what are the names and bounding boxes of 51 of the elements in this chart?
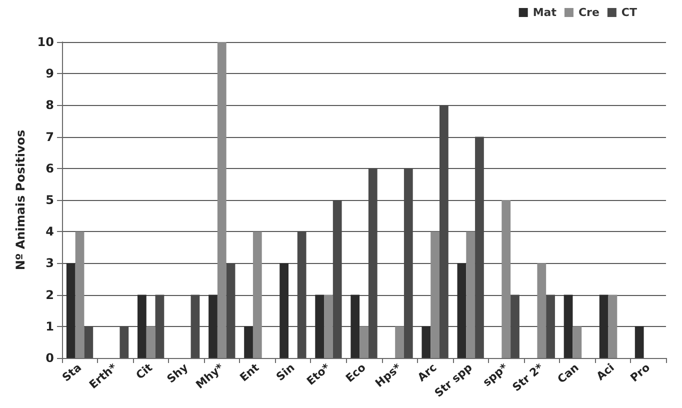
x-tick-label: Cit [134, 361, 156, 382]
bar [350, 294, 360, 358]
legend-label: Mat [532, 6, 556, 19]
bar [608, 294, 618, 358]
bar [244, 326, 253, 358]
x-tick-label: Shy [164, 361, 191, 386]
y-tick-label: 9 [46, 66, 54, 81]
y-tick-label: 1 [46, 319, 54, 334]
x-tick-label: Aci [594, 361, 617, 384]
y-axis-title: Nº Animais Positivos [13, 130, 28, 270]
bar [430, 232, 440, 358]
x-tick-label: Eco [343, 360, 369, 385]
bar [146, 326, 156, 358]
y-tick-label: 2 [46, 288, 54, 302]
bar [457, 263, 466, 358]
bar [537, 263, 546, 358]
legend-label: Cre [578, 6, 600, 19]
bar [502, 200, 511, 358]
bar [66, 263, 76, 358]
bar [280, 263, 288, 358]
x-tick-label: Sta [60, 361, 84, 384]
bar [138, 294, 146, 358]
y-tick-label: 0 [46, 351, 54, 365]
bar [252, 232, 262, 358]
bar [564, 294, 573, 358]
bar [208, 294, 218, 358]
y-tick-label: 5 [46, 193, 54, 207]
bar [466, 232, 476, 358]
bar [360, 326, 368, 358]
y-tick-label: 3 [46, 256, 54, 270]
x-tick-label: Str 2* [510, 360, 546, 394]
legend-label: CT [621, 6, 638, 19]
bar [324, 294, 333, 358]
bar [395, 326, 404, 358]
y-tick-label: 8 [46, 98, 54, 112]
bar [315, 294, 324, 358]
x-tick-label: Sin [274, 361, 298, 384]
x-tick-label: Pro [628, 360, 653, 385]
y-tick-label: 6 [46, 161, 54, 176]
bar [217, 42, 226, 358]
x-tick-label: Can [555, 361, 582, 386]
y-tick-label: 10 [37, 35, 54, 49]
x-tick-label: Arc [415, 361, 440, 384]
bar [572, 326, 582, 358]
bar [75, 232, 84, 358]
bar [422, 326, 431, 358]
bar [599, 294, 608, 358]
bar [634, 326, 644, 358]
x-tick-label: Ent [237, 361, 262, 384]
y-tick-label: 7 [46, 130, 54, 144]
y-tick-label: 4 [46, 224, 54, 239]
